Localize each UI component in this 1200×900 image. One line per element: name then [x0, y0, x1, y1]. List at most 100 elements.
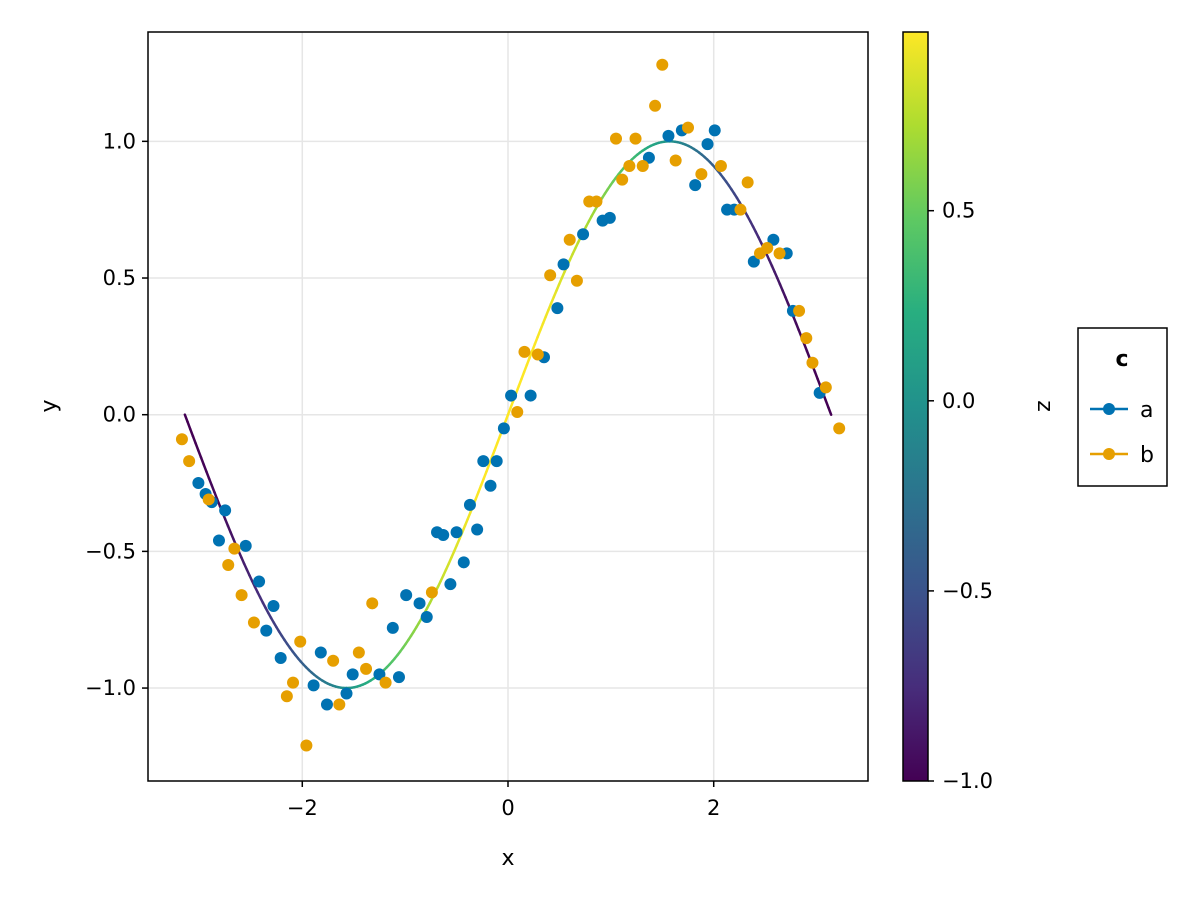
point-a — [392, 671, 405, 684]
point-a — [373, 668, 386, 681]
point-b — [294, 635, 307, 648]
curve-segment — [191, 434, 197, 445]
point-b — [570, 274, 583, 287]
point-a — [437, 528, 450, 541]
curve-segment — [816, 377, 822, 388]
point-a — [219, 504, 232, 517]
point-b — [695, 168, 708, 181]
point-b — [202, 493, 215, 506]
point-a — [708, 124, 721, 137]
point-b — [228, 542, 241, 555]
legend-label-b: b — [1140, 443, 1154, 468]
curve-segment — [202, 463, 208, 473]
curve-segment — [194, 442, 200, 452]
colorbar-tick-label: −1.0 — [942, 769, 993, 793]
x-tick-label: 2 — [707, 796, 720, 820]
colorbar-label: z — [1032, 400, 1057, 412]
point-a — [642, 151, 655, 164]
point-a — [239, 539, 252, 552]
point-b — [352, 646, 365, 659]
point-a — [551, 302, 564, 315]
point-a — [346, 668, 359, 681]
colorbar-tick-label: 0.0 — [942, 389, 975, 413]
point-a — [689, 179, 702, 192]
point-b — [623, 159, 636, 172]
point-a — [457, 556, 470, 569]
point-a — [386, 621, 399, 634]
point-b — [649, 99, 662, 112]
point-a — [577, 228, 590, 241]
colorbar — [902, 31, 929, 782]
point-b — [806, 356, 819, 369]
curve-segment — [514, 384, 521, 395]
y-tick-label: 1.0 — [103, 129, 136, 153]
point-a — [524, 389, 537, 402]
point-a — [212, 534, 225, 547]
point-b — [761, 241, 774, 254]
point-b — [544, 269, 557, 282]
curve-segment — [525, 356, 531, 367]
point-b — [773, 247, 786, 260]
curve-segment — [506, 406, 512, 416]
curve-segment — [490, 449, 496, 459]
colorbar-tick-label: 0.5 — [942, 199, 975, 223]
point-a — [340, 687, 353, 700]
curve-segment — [199, 456, 205, 466]
point-b — [656, 58, 669, 71]
point-b — [669, 154, 682, 167]
colorbar-tick-label: −0.5 — [942, 579, 993, 603]
point-a — [420, 610, 433, 623]
point-a — [307, 679, 320, 692]
point-a — [477, 455, 490, 468]
point-b — [333, 698, 346, 711]
point-b — [629, 132, 642, 145]
curve-segment — [197, 449, 203, 459]
point-a — [471, 523, 484, 536]
point-b — [734, 203, 747, 216]
point-a — [557, 258, 570, 271]
point-b — [366, 597, 379, 610]
point-b — [531, 348, 544, 361]
point-b — [518, 345, 531, 358]
legend-title: c — [1115, 347, 1128, 372]
x-axis-label: x — [501, 846, 514, 871]
point-a — [192, 477, 205, 490]
point-b — [287, 676, 300, 689]
point-b — [175, 433, 188, 446]
point-a — [400, 589, 413, 602]
curve-segment — [485, 463, 491, 473]
x-axis-ticks: −2 0 2 — [287, 781, 720, 820]
point-a — [444, 578, 457, 591]
point-b — [610, 132, 622, 145]
y-tick-label: 0.5 — [103, 266, 136, 290]
x-tick-label: 0 — [501, 796, 514, 820]
legend-label-a: a — [1140, 398, 1153, 423]
curve-segment — [186, 420, 192, 431]
point-b — [360, 662, 373, 675]
point-b — [590, 195, 603, 208]
point-a — [747, 255, 760, 268]
point-b — [327, 654, 340, 667]
point-a — [267, 600, 280, 613]
point-a — [505, 389, 518, 402]
curve-segment — [520, 370, 526, 381]
y-tick-label: 0.0 — [103, 403, 136, 427]
curve-segment — [495, 434, 502, 445]
y-axis-ticks: −1.0 −0.5 0.0 0.5 1.0 — [85, 129, 148, 700]
legend-entry-a: a — [1090, 398, 1153, 423]
point-a — [662, 129, 675, 142]
y-axis-label: y — [37, 399, 62, 412]
sine-curve — [183, 140, 833, 690]
point-b — [741, 176, 754, 189]
point-b — [247, 616, 260, 629]
legend-entry-b: b — [1090, 443, 1154, 468]
legend: c a b — [1077, 327, 1168, 487]
curve-segment — [189, 427, 195, 438]
point-a — [450, 526, 463, 539]
point-a — [490, 455, 503, 468]
point-b — [833, 422, 846, 435]
point-b — [511, 405, 524, 418]
point-b — [300, 739, 313, 752]
legend-box — [1077, 327, 1168, 487]
point-b — [235, 589, 248, 602]
